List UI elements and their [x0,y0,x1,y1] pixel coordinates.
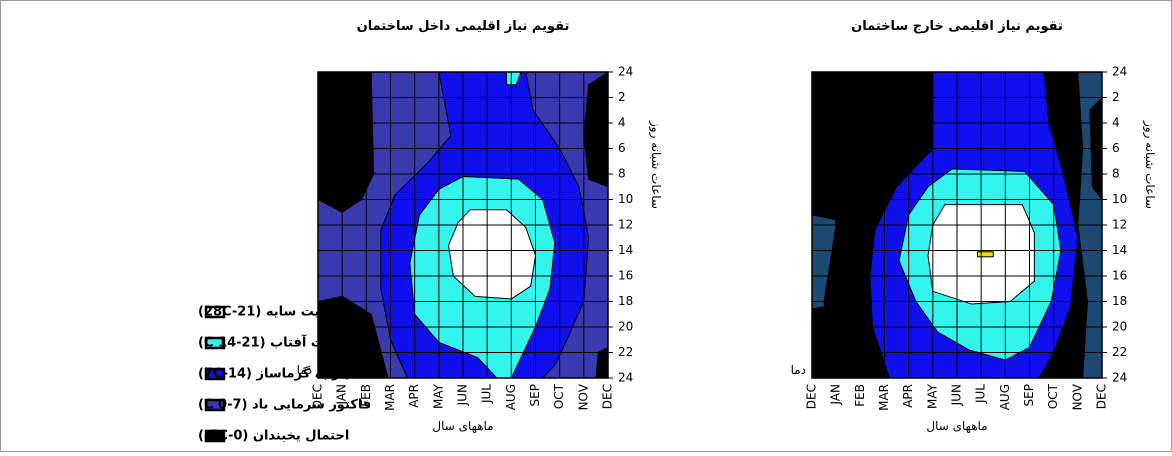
x-axis-label: ماههای سال [432,419,493,433]
y-tick-label: 10 [618,192,633,206]
x-tick-label: JUL [974,384,988,404]
x-tick-label: AUG [998,384,1012,410]
y-tick-label: 18 [1112,294,1127,308]
corner-label: دما [791,363,806,377]
y-tick-label: 6 [618,141,626,155]
y-axis-label: ساعات شبانه روز [648,120,663,209]
x-tick-label: MAY [431,383,445,409]
legend-label: احتمال یخبندان (0-7C-) [198,429,349,444]
highlight [977,251,994,258]
plot-border [811,71,1103,379]
y-tick-label: 24 [1112,371,1127,385]
legend-label: کفایت آفتاب (21-14 C) [198,334,352,351]
y-tick-label: 8 [618,167,626,181]
x-tick-label: NOV [576,383,590,410]
x-tick-label: SEP [528,384,542,406]
y-tick-label: 24 [1112,65,1127,79]
y-tick-label: 2 [618,90,626,104]
x-tick-label: JUL [480,384,494,404]
y-tick-label: 8 [1112,167,1120,181]
corner-label: دما [297,363,312,377]
x-tick-label: JAN [335,384,349,406]
x-tick-label: FEB [359,384,373,407]
x-tick-label: MAY [925,383,939,409]
y-tick-label: 10 [1112,192,1127,206]
legend-label: فاکتور سرمایی باد (7-0 C) [198,398,371,413]
y-tick-label: 16 [1112,269,1127,283]
x-tick-label: APR [901,384,915,408]
legend-label: نیاز به گرماساز (14-7C) [198,366,355,382]
legend-swatch [204,367,226,381]
x-tick-label: SEP [1022,384,1036,406]
x-tick-label: OCT [1046,383,1060,409]
legend-label: کفایت سایه (28C-21) [198,305,342,320]
y-tick-label: 14 [1112,243,1127,257]
chart-title: تقویم نیاز اقلیمی خارج ساختمان [851,19,1063,34]
y-tick-label: 18 [618,294,633,308]
x-tick-label: DEC [311,384,325,409]
x-tick-label: NOV [1070,383,1084,410]
y-tick-label: 24 [618,65,633,79]
chart-title: تقویم نیاز اقلیمی داخل ساختمان [357,19,570,34]
y-tick-label: 24 [618,371,633,385]
x-tick-label: DEC [805,384,819,409]
plot-border [317,71,609,379]
x-axis-label: ماههای سال [926,419,987,433]
x-tick-label: OCT [552,383,566,409]
climate-zone [317,71,375,213]
x-tick-label: AUG [504,384,518,410]
y-tick-label: 14 [618,243,633,257]
y-axis-label: ساعات شبانه روز [1142,120,1157,209]
legend-swatch [204,429,226,443]
x-tick-label: FEB [853,384,867,407]
x-tick-label: DEC [601,384,615,409]
x-tick-label: APR [407,384,421,408]
x-tick-label: JAN [829,384,843,406]
y-tick-label: 20 [1112,320,1127,334]
y-tick-label: 12 [1112,218,1127,232]
legend-swatch [204,336,226,350]
y-tick-label: 4 [618,116,626,130]
y-tick-label: 2 [1112,90,1120,104]
legend-swatch [204,398,226,412]
legend-swatch [204,305,226,319]
y-tick-label: 6 [1112,141,1120,155]
y-tick-label: 12 [618,218,633,232]
y-tick-label: 22 [618,345,633,359]
x-tick-label: MAR [383,384,397,411]
x-tick-label: JUN [950,384,964,406]
x-tick-label: DEC [1095,384,1109,409]
climate-zone [583,71,609,188]
y-tick-label: 20 [618,320,633,334]
x-tick-label: JUN [456,384,470,406]
y-tick-label: 22 [1112,345,1127,359]
x-tick-label: MAR [877,384,891,411]
y-tick-label: 16 [618,269,633,283]
y-tick-label: 4 [1112,116,1120,130]
